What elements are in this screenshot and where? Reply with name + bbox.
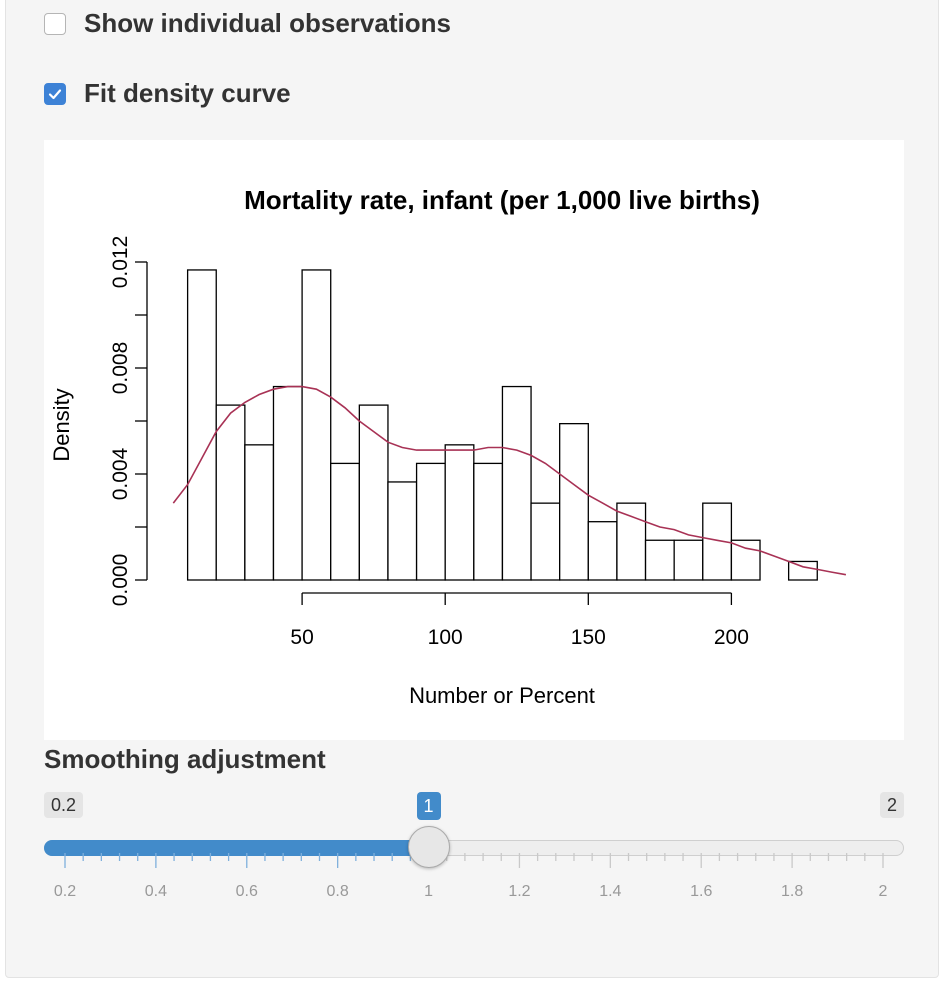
histogram-bar [358,404,389,581]
slider-tick-label: 1.6 [690,883,713,900]
slider-tick-label: 2 [878,883,888,900]
y-tick-label: 0.004 [109,447,132,500]
histogram-bar [272,385,303,581]
histogram-svg: Mortality rate, infant (per 1,000 live b… [49,185,847,708]
histogram-bar [673,539,704,581]
slider-tick-label: 0.2 [53,883,77,900]
slider-fill [44,840,429,856]
y-axis-label: Density [49,388,74,461]
show-individual-checkbox-row[interactable]: Show individual observations [44,8,451,39]
checkmark-icon [48,88,62,99]
x-tick-label: 100 [428,626,463,649]
histogram-bar [644,539,675,581]
slider-tick-label: 1.4 [599,883,622,900]
y-tick-label: 0.000 [109,554,132,607]
histogram-bar [587,521,618,581]
histogram-bar [301,269,332,581]
slider-tick-label: 0.6 [235,883,258,900]
show-individual-label: Show individual observations [84,8,451,38]
slider-ticks [64,853,884,868]
y-tick-label: 0.012 [109,236,132,289]
slider-min-label: 0.2 [44,792,84,818]
y-tick-label: 0.008 [109,342,132,395]
x-axis-label: Number or Percent [409,683,595,708]
histogram-bar [444,444,475,581]
slider-tick-label: 0.8 [326,883,349,900]
histogram-bar [330,462,360,581]
fit-density-checkbox-row[interactable]: Fit density curve [44,78,291,109]
slider-tick-label: 1.8 [780,883,804,900]
histogram-plot: Mortality rate, infant (per 1,000 live b… [44,140,904,740]
slider-title: Smoothing adjustment [44,744,326,774]
chart-title: Mortality rate, infant (per 1,000 live b… [244,185,760,215]
slider-tick-label: 1 [424,883,433,900]
slider-tick-label: 1.2 [508,883,531,900]
histogram-bar [387,481,418,581]
histogram-bar [215,404,246,581]
histogram-bar [530,502,561,581]
density-curve [172,385,847,576]
histogram-bar [730,539,761,581]
histogram-bar [473,462,504,581]
histogram-bar [501,385,532,581]
histogram-bar [186,269,217,581]
fit-density-label: Fit density curve [84,78,291,108]
histogram-bar [787,560,818,581]
x-tick-label: 200 [714,626,749,649]
fit-density-checkbox[interactable] [44,82,66,105]
histogram-bar [415,462,446,581]
slider-max-label: 2 [879,792,904,818]
histogram-bar [244,444,275,581]
histogram-bar [616,502,647,581]
slider-value-label: 1 [416,792,441,820]
histogram-bar [559,422,589,581]
x-tick-label: 150 [571,626,606,649]
x-tick-label: 50 [290,626,313,649]
show-individual-checkbox[interactable] [44,12,66,35]
slider-handle[interactable] [407,826,450,868]
slider-tick-label: 0.4 [144,883,167,900]
